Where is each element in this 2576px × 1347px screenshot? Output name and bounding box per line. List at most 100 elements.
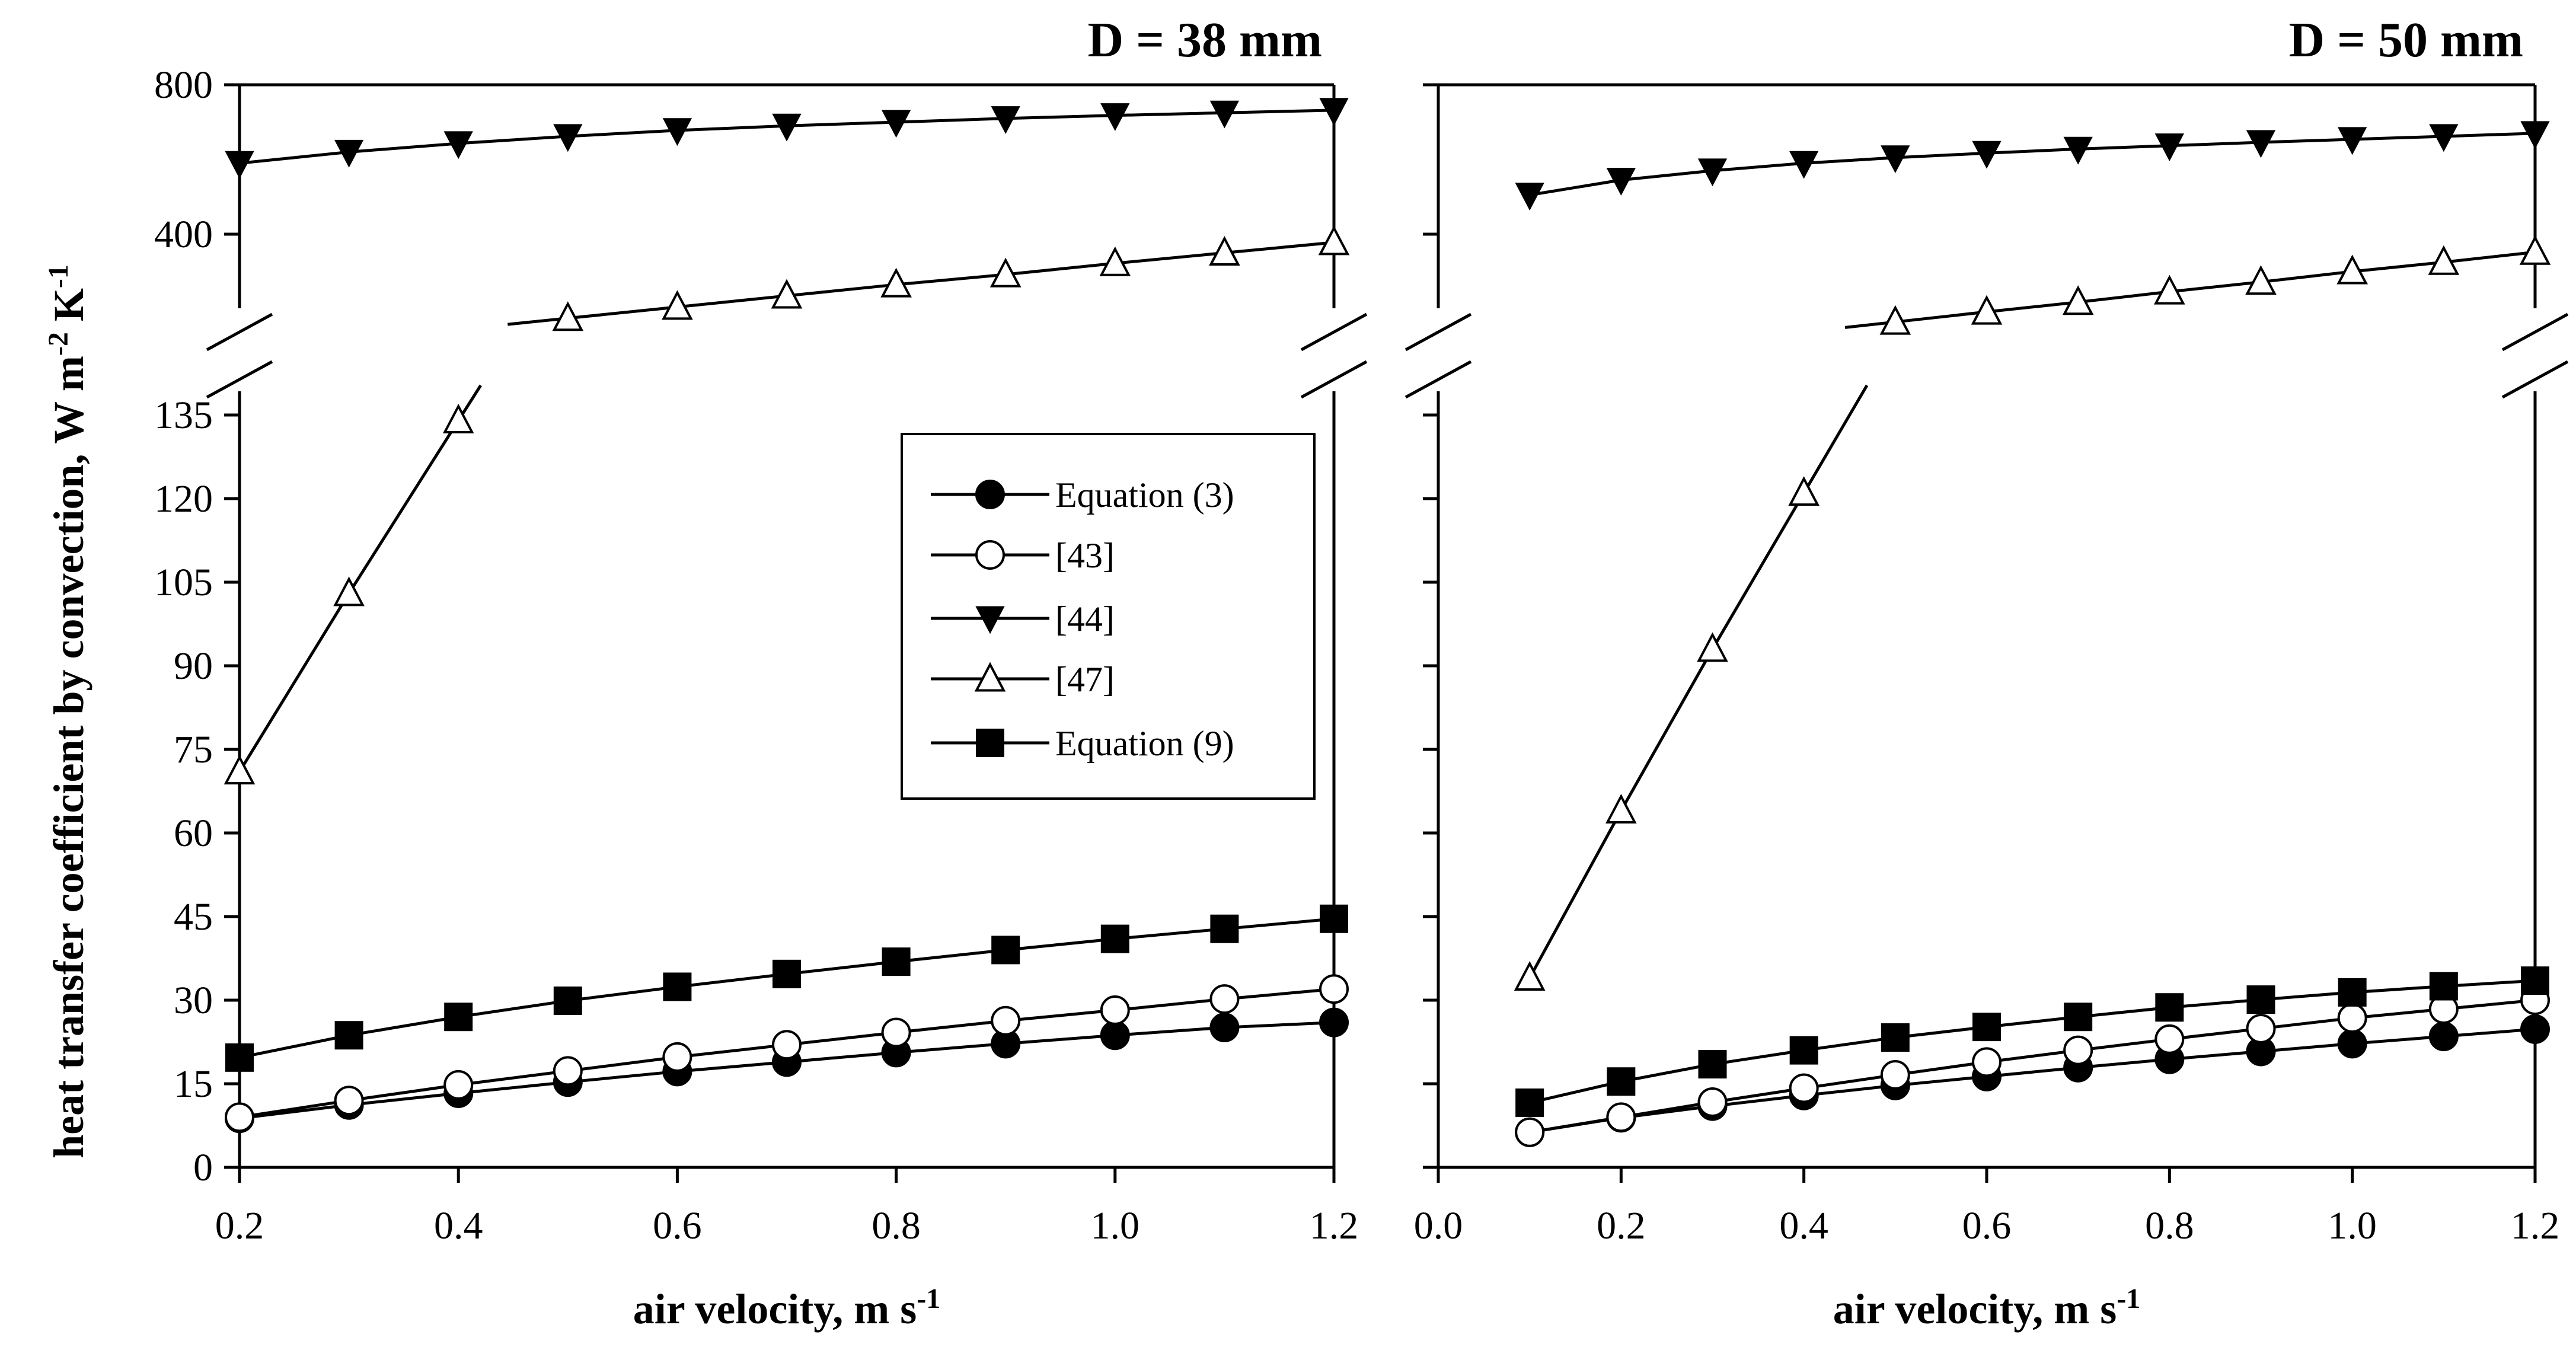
point-eq9 — [2246, 985, 2275, 1014]
series-line-eq3 — [1115, 1026, 1225, 1037]
point-r44 — [2520, 121, 2550, 149]
x-tick-label: 0.2 — [1597, 1204, 1646, 1247]
series-line-r44 — [896, 117, 1006, 124]
x-tick-label: 0.2 — [215, 1204, 264, 1247]
series-line-r44 — [2078, 144, 2170, 151]
point-eq9 — [1607, 1067, 1636, 1096]
series-line-eq9 — [677, 972, 787, 988]
series-line-r44 — [1712, 161, 1804, 173]
point-eq9 — [1100, 924, 1129, 953]
x-axis-label: air velocity, m s-1 — [633, 1283, 941, 1333]
series-line-r44 — [1224, 108, 1335, 114]
point-eq9 — [1972, 1013, 2001, 1042]
series-line-r44 — [1005, 114, 1115, 120]
series-line-eq3 — [2352, 1035, 2444, 1045]
series-line-eq9 — [349, 1015, 459, 1037]
y-tick-label: 400 — [154, 213, 213, 256]
series-line-r44 — [1895, 151, 1987, 159]
point-eq9 — [2429, 972, 2458, 1001]
x-tick-label: 0.8 — [872, 1204, 921, 1247]
series-line-eq3 — [1986, 1066, 2079, 1078]
point-r47 — [1879, 305, 1911, 335]
legend-label-r43: [43] — [1055, 536, 1115, 575]
series-line-r43 — [677, 1043, 787, 1059]
legend-marker-r44 — [975, 606, 1005, 634]
point-r44 — [1209, 100, 1240, 129]
point-r47 — [2154, 274, 2185, 305]
legend-item-eq3: Equation (3) — [931, 475, 1234, 515]
x-tick-label: 0.8 — [2145, 1204, 2194, 1247]
series-line-eq9 — [2352, 985, 2444, 994]
legend-item-r43: [43] — [931, 536, 1115, 575]
series-r43 — [225, 974, 1349, 1132]
series-line-r44 — [1621, 169, 1713, 182]
y-tick-label: 105 — [154, 561, 213, 604]
series-line-eq3 — [2261, 1042, 2352, 1053]
y-tick-label: 45 — [174, 895, 213, 939]
point-r43 — [1209, 984, 1240, 1014]
panel-2: 0.0 0.2 0.4 0.6 0.8 1.0 1.2 D = 50 mm air veloci… — [1404, 12, 2569, 1333]
series-eq9 — [225, 904, 1348, 1072]
point-r44 — [1881, 145, 1910, 174]
series-line-eq9 — [1005, 937, 1116, 952]
series-r44 — [1515, 121, 2550, 211]
y-tick-label: 90 — [174, 644, 213, 688]
series-line-r43 — [1620, 1100, 1713, 1119]
point-eq9 — [1881, 1023, 1910, 1052]
point-eq9 — [1789, 1036, 1818, 1065]
series-line-eq3 — [1005, 1033, 1115, 1045]
series-line-eq9 — [2261, 991, 2352, 1001]
point-r47 — [1788, 476, 1820, 506]
point-eq9 — [2064, 1003, 2093, 1032]
series-line-r47 — [347, 420, 460, 595]
axis-break-mark — [1300, 312, 1368, 352]
point-r43 — [553, 1056, 583, 1086]
y-tick-label: 135 — [154, 394, 213, 437]
series-line-r43 — [1712, 1087, 1805, 1104]
point-r47 — [2336, 254, 2368, 285]
point-r44 — [334, 139, 364, 168]
point-eq9 — [2338, 978, 2367, 1007]
axis-break-mark — [1404, 312, 1472, 352]
point-r47 — [1697, 632, 1728, 662]
point-r43 — [1880, 1059, 1910, 1090]
series-line-r47 — [1895, 310, 1987, 324]
series-line-r47 — [1528, 810, 1623, 979]
legend-marker-eq9-shape — [976, 729, 1004, 757]
series-line-r43 — [349, 1083, 459, 1102]
series-line-r44 — [677, 124, 787, 132]
series-line-r44 — [239, 150, 349, 165]
series-line-r47 — [1711, 492, 1805, 650]
point-r44 — [1697, 158, 1728, 187]
legend-item-eq9: Equation (9) — [931, 724, 1234, 763]
series-line-eq3 — [239, 1103, 349, 1120]
point-r44 — [881, 110, 911, 138]
series-line-r47 — [1115, 251, 1225, 265]
series-line-eq3 — [567, 1070, 678, 1084]
legend-item-r44: [44] — [931, 599, 1115, 639]
series-line-r47 — [1986, 301, 2079, 314]
point-eq9 — [882, 947, 911, 976]
point-r47 — [880, 267, 912, 298]
point-r43 — [991, 1006, 1021, 1036]
point-r43 — [225, 1102, 254, 1132]
series-line-eq9 — [1803, 1036, 1896, 1052]
point-eq9 — [334, 1021, 363, 1050]
point-eq9 — [553, 986, 582, 1015]
legend-marker-eq9 — [976, 729, 1004, 757]
series-line-eq3 — [896, 1042, 1006, 1054]
series-line-eq9 — [1620, 1062, 1713, 1083]
point-r47 — [1318, 225, 1350, 256]
x-tick-label: 1.2 — [2511, 1204, 2560, 1247]
point-r44 — [662, 118, 692, 146]
series-line-eq9 — [239, 1033, 350, 1059]
y-tick-label: 75 — [174, 728, 213, 771]
point-r43 — [1697, 1087, 1728, 1118]
point-r47 — [662, 290, 693, 320]
point-r47 — [1209, 236, 1240, 266]
point-eq9 — [663, 972, 692, 1001]
legend-label-r47: [47] — [1055, 660, 1115, 699]
panel-1: 0.2 0.4 0.6 0.8 1.0 1.2 0 15 30 45 60 75 90 105 120 135… — [154, 12, 1368, 1333]
panel-title: D = 50 mm — [2289, 12, 2523, 68]
point-eq9 — [991, 936, 1020, 965]
